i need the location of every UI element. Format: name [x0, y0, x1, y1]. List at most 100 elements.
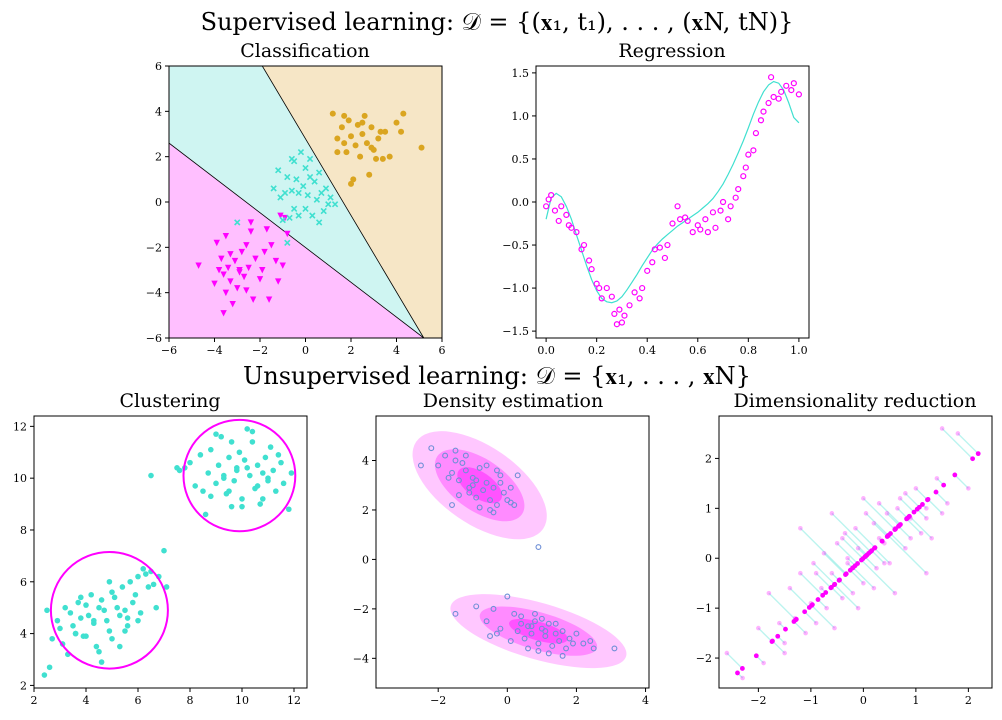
density-data-point: [525, 645, 532, 652]
triangle-class-point: [243, 287, 250, 294]
projection-line: [830, 586, 843, 599]
classification-ytick-label: −2: [146, 241, 162, 254]
triangle-class-point: [224, 264, 232, 272]
regression-ytick-label: 0.0: [512, 196, 530, 209]
clustering-ytick-label: 8: [20, 524, 27, 537]
classification-xtick-label: −6: [161, 344, 177, 357]
projection-line: [823, 552, 846, 576]
triangle-class-point: [211, 280, 218, 287]
cross-class-point: [284, 173, 291, 181]
clustering-data-point: [124, 615, 131, 621]
density-ytick-label: 2: [362, 504, 369, 517]
cross-class-point: [315, 219, 323, 226]
clustering-data-point: [96, 648, 102, 655]
density-data-point: [435, 462, 442, 469]
clustering-data-point: [197, 452, 204, 458]
original-data-point: [861, 580, 866, 586]
projected-data-point: [885, 533, 891, 538]
regression-data-point: [611, 310, 618, 317]
original-data-point: [824, 605, 829, 611]
original-data-point: [934, 476, 940, 481]
density-data-point: [566, 635, 573, 642]
dot-class-point: [345, 117, 352, 124]
projection-line: [941, 427, 974, 460]
dot-class-point: [373, 155, 380, 162]
original-data-point: [821, 550, 827, 556]
original-data-point: [853, 525, 858, 531]
projection-line: [839, 579, 854, 594]
clustering-ytick-label: 4: [20, 628, 27, 641]
original-data-point: [842, 530, 848, 536]
density-data-point: [504, 593, 511, 600]
density-data-point: [487, 507, 493, 513]
projected-data-point: [843, 571, 849, 577]
projection-line: [815, 572, 832, 589]
density-data-point: [417, 462, 424, 469]
classification-ytick-label: 4: [155, 105, 162, 118]
dot-class-point: [343, 149, 350, 156]
original-data-point: [756, 625, 761, 631]
regression-data-point: [656, 244, 663, 251]
density-data-point: [532, 610, 538, 617]
density-data-point: [483, 479, 490, 486]
dot-class-point: [350, 176, 357, 183]
clustering-data-point: [70, 623, 76, 629]
regression-data-point: [727, 203, 734, 210]
clustering-xtick-label: 2: [31, 694, 38, 707]
original-data-point: [782, 650, 787, 656]
density-data-point: [487, 633, 493, 640]
original-data-point: [845, 560, 850, 566]
density-data-point: [559, 628, 566, 635]
density-data-point: [445, 474, 452, 481]
clustering-data-point: [122, 607, 128, 614]
clustering-data-point: [85, 612, 92, 619]
clustering-data-point: [249, 428, 256, 435]
clustering-data-point: [275, 452, 282, 458]
supervised-heading: Supervised learning: 𝒟 = {(𝐱₁, t₁), . . …: [201, 8, 794, 36]
original-data-point: [908, 535, 913, 541]
regression-data-point: [636, 295, 643, 302]
triangle-class-point: [222, 289, 230, 297]
projection-line: [772, 640, 786, 654]
density-data-point: [493, 630, 500, 637]
clustering-ytick-label: 2: [20, 679, 27, 692]
regression-data-point: [757, 117, 765, 124]
density-xtick-label: 2: [573, 694, 580, 707]
original-data-point: [840, 535, 845, 541]
regression-xtick-label: 0.6: [689, 344, 707, 357]
density-data-point: [490, 484, 497, 491]
density-data-point: [573, 630, 580, 637]
regression-ytick-label: −0.5: [502, 239, 529, 252]
clustering-data-point: [215, 462, 222, 469]
clustering-xtick-label: 12: [287, 694, 301, 707]
clustering-data-point: [208, 493, 214, 500]
density-xtick-label: 0: [504, 694, 511, 707]
dot-class-point: [379, 155, 386, 162]
clustering-data-point: [101, 607, 107, 614]
dot-class-point: [400, 110, 407, 117]
dimensionality-reduction-ytick-label: −2: [696, 652, 712, 665]
original-data-point: [777, 620, 782, 626]
original-data-point: [813, 620, 819, 626]
density-data-point: [493, 467, 500, 474]
dimensionality-reduction-axes-frame: [718, 415, 993, 689]
cross-class-point: [318, 189, 325, 197]
dot-class-point: [377, 128, 384, 135]
triangle-class-point: [247, 219, 255, 226]
decision-boundary-line: [169, 142, 425, 338]
original-data-point: [832, 625, 837, 631]
cross-class-point: [290, 205, 298, 212]
projection-line: [860, 559, 896, 594]
clustering-data-point: [213, 431, 219, 437]
projection-line: [793, 621, 807, 634]
regression-data-point: [765, 99, 772, 107]
density-data-point: [535, 640, 542, 647]
density-data-point: [497, 625, 504, 632]
original-data-point: [766, 590, 772, 596]
dimensionality-reduction-xtick-label: 1: [912, 694, 919, 707]
cross-class-point: [295, 212, 302, 219]
regression-ytick-label: 1.0: [512, 110, 530, 123]
projection-line: [841, 537, 864, 560]
clustering-data-point: [122, 628, 128, 634]
original-data-point: [724, 650, 730, 656]
